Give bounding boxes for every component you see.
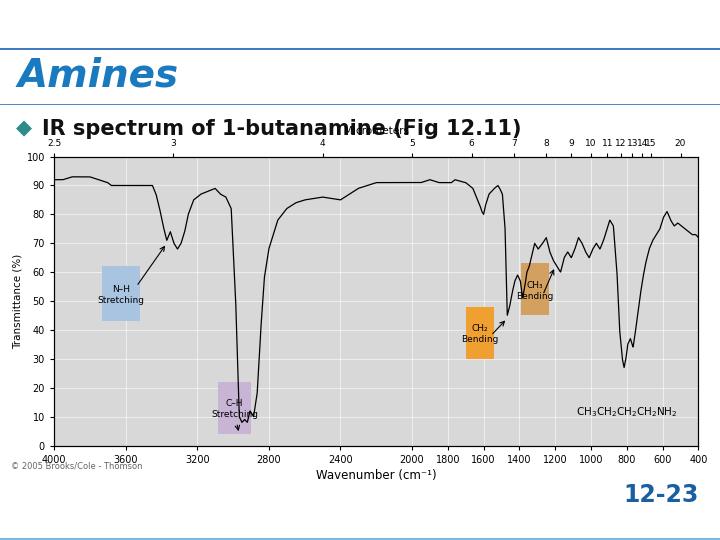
- Text: CH$_3$CH$_2$CH$_2$CH$_2$NH$_2$: CH$_3$CH$_2$CH$_2$CH$_2$NH$_2$: [576, 406, 678, 420]
- Text: C–H
Stretching: C–H Stretching: [211, 400, 258, 420]
- Y-axis label: Transmittance (%): Transmittance (%): [12, 253, 22, 349]
- FancyBboxPatch shape: [521, 264, 549, 315]
- X-axis label: Wavenumber (cm⁻¹): Wavenumber (cm⁻¹): [316, 469, 436, 482]
- X-axis label: Micrometers: Micrometers: [343, 126, 409, 137]
- Text: 12-23: 12-23: [623, 483, 698, 507]
- FancyBboxPatch shape: [466, 307, 494, 359]
- Text: CH₂
Bending: CH₂ Bending: [461, 324, 498, 345]
- FancyBboxPatch shape: [102, 266, 140, 321]
- Text: ◆: ◆: [16, 119, 32, 139]
- Text: © 2005 Brooks/Cole - Thomson: © 2005 Brooks/Cole - Thomson: [11, 461, 143, 470]
- FancyBboxPatch shape: [217, 382, 251, 434]
- Text: Amines: Amines: [18, 56, 179, 94]
- Text: CH₃
Bending: CH₃ Bending: [516, 281, 554, 301]
- Text: N–H
Stretching: N–H Stretching: [98, 285, 145, 305]
- Text: IR spectrum of 1-butanamine (Fig 12.11): IR spectrum of 1-butanamine (Fig 12.11): [42, 119, 521, 139]
